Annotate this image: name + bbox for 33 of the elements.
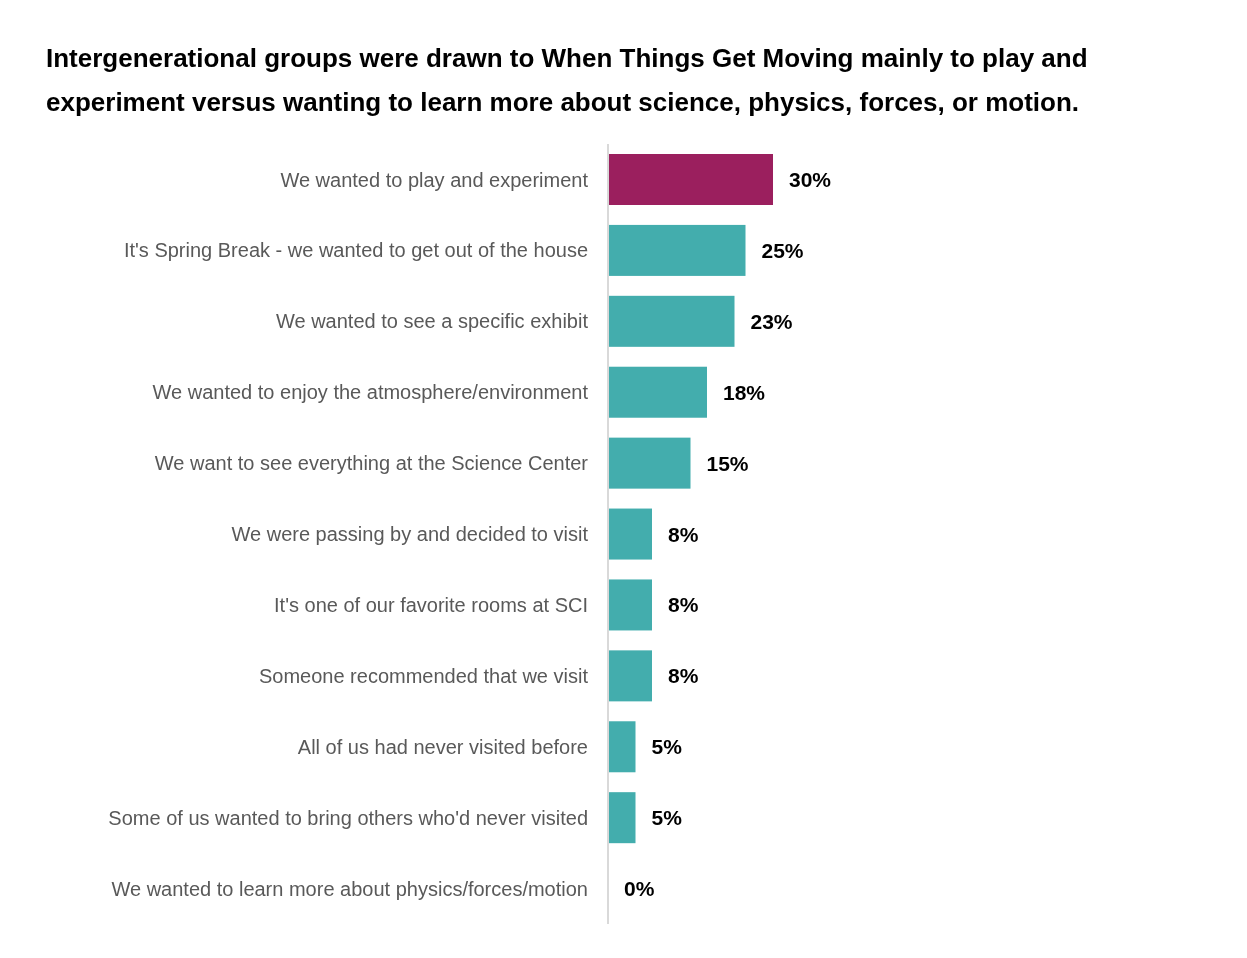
bar xyxy=(608,224,746,276)
bar xyxy=(608,650,652,702)
y-tick-label: We were passing by and decided to visit xyxy=(231,523,589,546)
data-label: 8% xyxy=(668,664,699,688)
data-label: 18% xyxy=(723,380,766,404)
bar xyxy=(608,437,691,489)
y-tick-label: We wanted to learn more about physics/forces/motion xyxy=(111,877,588,900)
bar xyxy=(608,792,636,844)
y-tick-label: It's Spring Break - we wanted to get out of the house xyxy=(123,239,588,262)
data-label: 5% xyxy=(651,735,683,759)
y-tick-label: We wanted to enjoy the atmosphere/environment xyxy=(152,381,589,404)
y-tick-label: We want to see everything at the Science Center xyxy=(154,452,589,475)
y-tick-label: We wanted to see a specific exhibit xyxy=(275,310,589,333)
data-label: 5% xyxy=(651,806,683,830)
data-label: 25% xyxy=(761,238,804,262)
bar xyxy=(608,721,636,773)
y-tick-label: All of us had never visited before xyxy=(297,735,588,758)
y-tick-label: Some of us wanted to bring others who'd never visited xyxy=(108,806,588,829)
data-label: 8% xyxy=(668,593,699,617)
data-label: 15% xyxy=(706,451,749,475)
bar xyxy=(608,366,707,418)
y-tick-label: We wanted to play and experiment xyxy=(280,168,589,191)
data-label: 23% xyxy=(750,309,793,333)
y-tick-label: It's one of our favorite rooms at SCI xyxy=(274,594,588,617)
bar xyxy=(608,508,652,560)
bar xyxy=(608,295,735,347)
data-label: 8% xyxy=(668,522,699,546)
data-label: 30% xyxy=(789,168,832,191)
bar xyxy=(608,154,773,205)
chart-title: Intergenerational groups were drawn to When Things Get Moving mainly to play and experiment versus wanting to learn more about science, physics, forces, or motion. xyxy=(45,42,1089,119)
bar xyxy=(608,579,652,631)
data-label: 0% xyxy=(624,877,655,901)
y-tick-label: Someone recommended that we visit xyxy=(258,664,589,687)
